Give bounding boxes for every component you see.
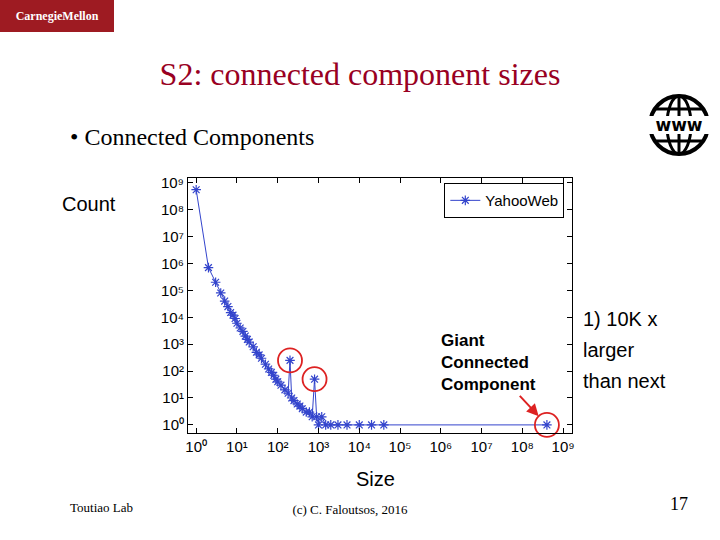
svg-text:10⁵: 10⁵ — [389, 438, 412, 455]
svg-text:10¹: 10¹ — [226, 438, 248, 455]
html-text:Count: Count — [62, 193, 116, 215]
svg-text:10⁸: 10⁸ — [511, 438, 534, 455]
svg-text:GiantConnectedComponent: GiantConnectedComponent — [441, 331, 536, 394]
html-text:1) 10K x: 1) 10K x — [583, 308, 658, 330]
svg-text:10⁰: 10⁰ — [185, 438, 207, 455]
svg-text:10²: 10² — [267, 438, 289, 455]
svg-text:10⁰: 10⁰ — [162, 416, 184, 433]
html-text:than next: than next — [583, 370, 666, 392]
svg-text:www: www — [655, 115, 702, 135]
svg-text:10¹: 10¹ — [162, 389, 184, 406]
svg-text:YahooWeb: YahooWeb — [485, 192, 558, 209]
html-text:Size: Size — [356, 468, 395, 490]
svg-text:10⁷: 10⁷ — [162, 228, 184, 245]
html-text:S2: connected component sizes: S2: connected component sizes — [159, 56, 561, 92]
svg-text:10⁶: 10⁶ — [161, 255, 184, 272]
svg-text:10⁷: 10⁷ — [471, 438, 493, 455]
svg-text:10⁹: 10⁹ — [552, 438, 575, 455]
html-text:larger: larger — [583, 339, 635, 361]
html-text:CarnegieMellon: CarnegieMellon — [15, 9, 99, 23]
svg-text:10³: 10³ — [162, 335, 184, 352]
svg-text:10⁶: 10⁶ — [429, 438, 452, 455]
svg-text:10⁴: 10⁴ — [161, 309, 184, 326]
svg-text:10⁴: 10⁴ — [348, 438, 371, 455]
svg-text:10³: 10³ — [308, 438, 330, 455]
svg-text:10²: 10² — [162, 362, 184, 379]
html-text:• Connected Components: • Connected Components — [70, 124, 315, 150]
html-text:17: 17 — [670, 494, 688, 514]
html-text:Toutiao Lab: Toutiao Lab — [70, 500, 133, 515]
svg-text:10⁸: 10⁸ — [161, 201, 184, 218]
html-text:(c) C. Faloutsos, 2016: (c) C. Faloutsos, 2016 — [292, 502, 408, 517]
svg-text:10⁵: 10⁵ — [161, 282, 184, 299]
svg-text:10⁹: 10⁹ — [161, 174, 184, 191]
